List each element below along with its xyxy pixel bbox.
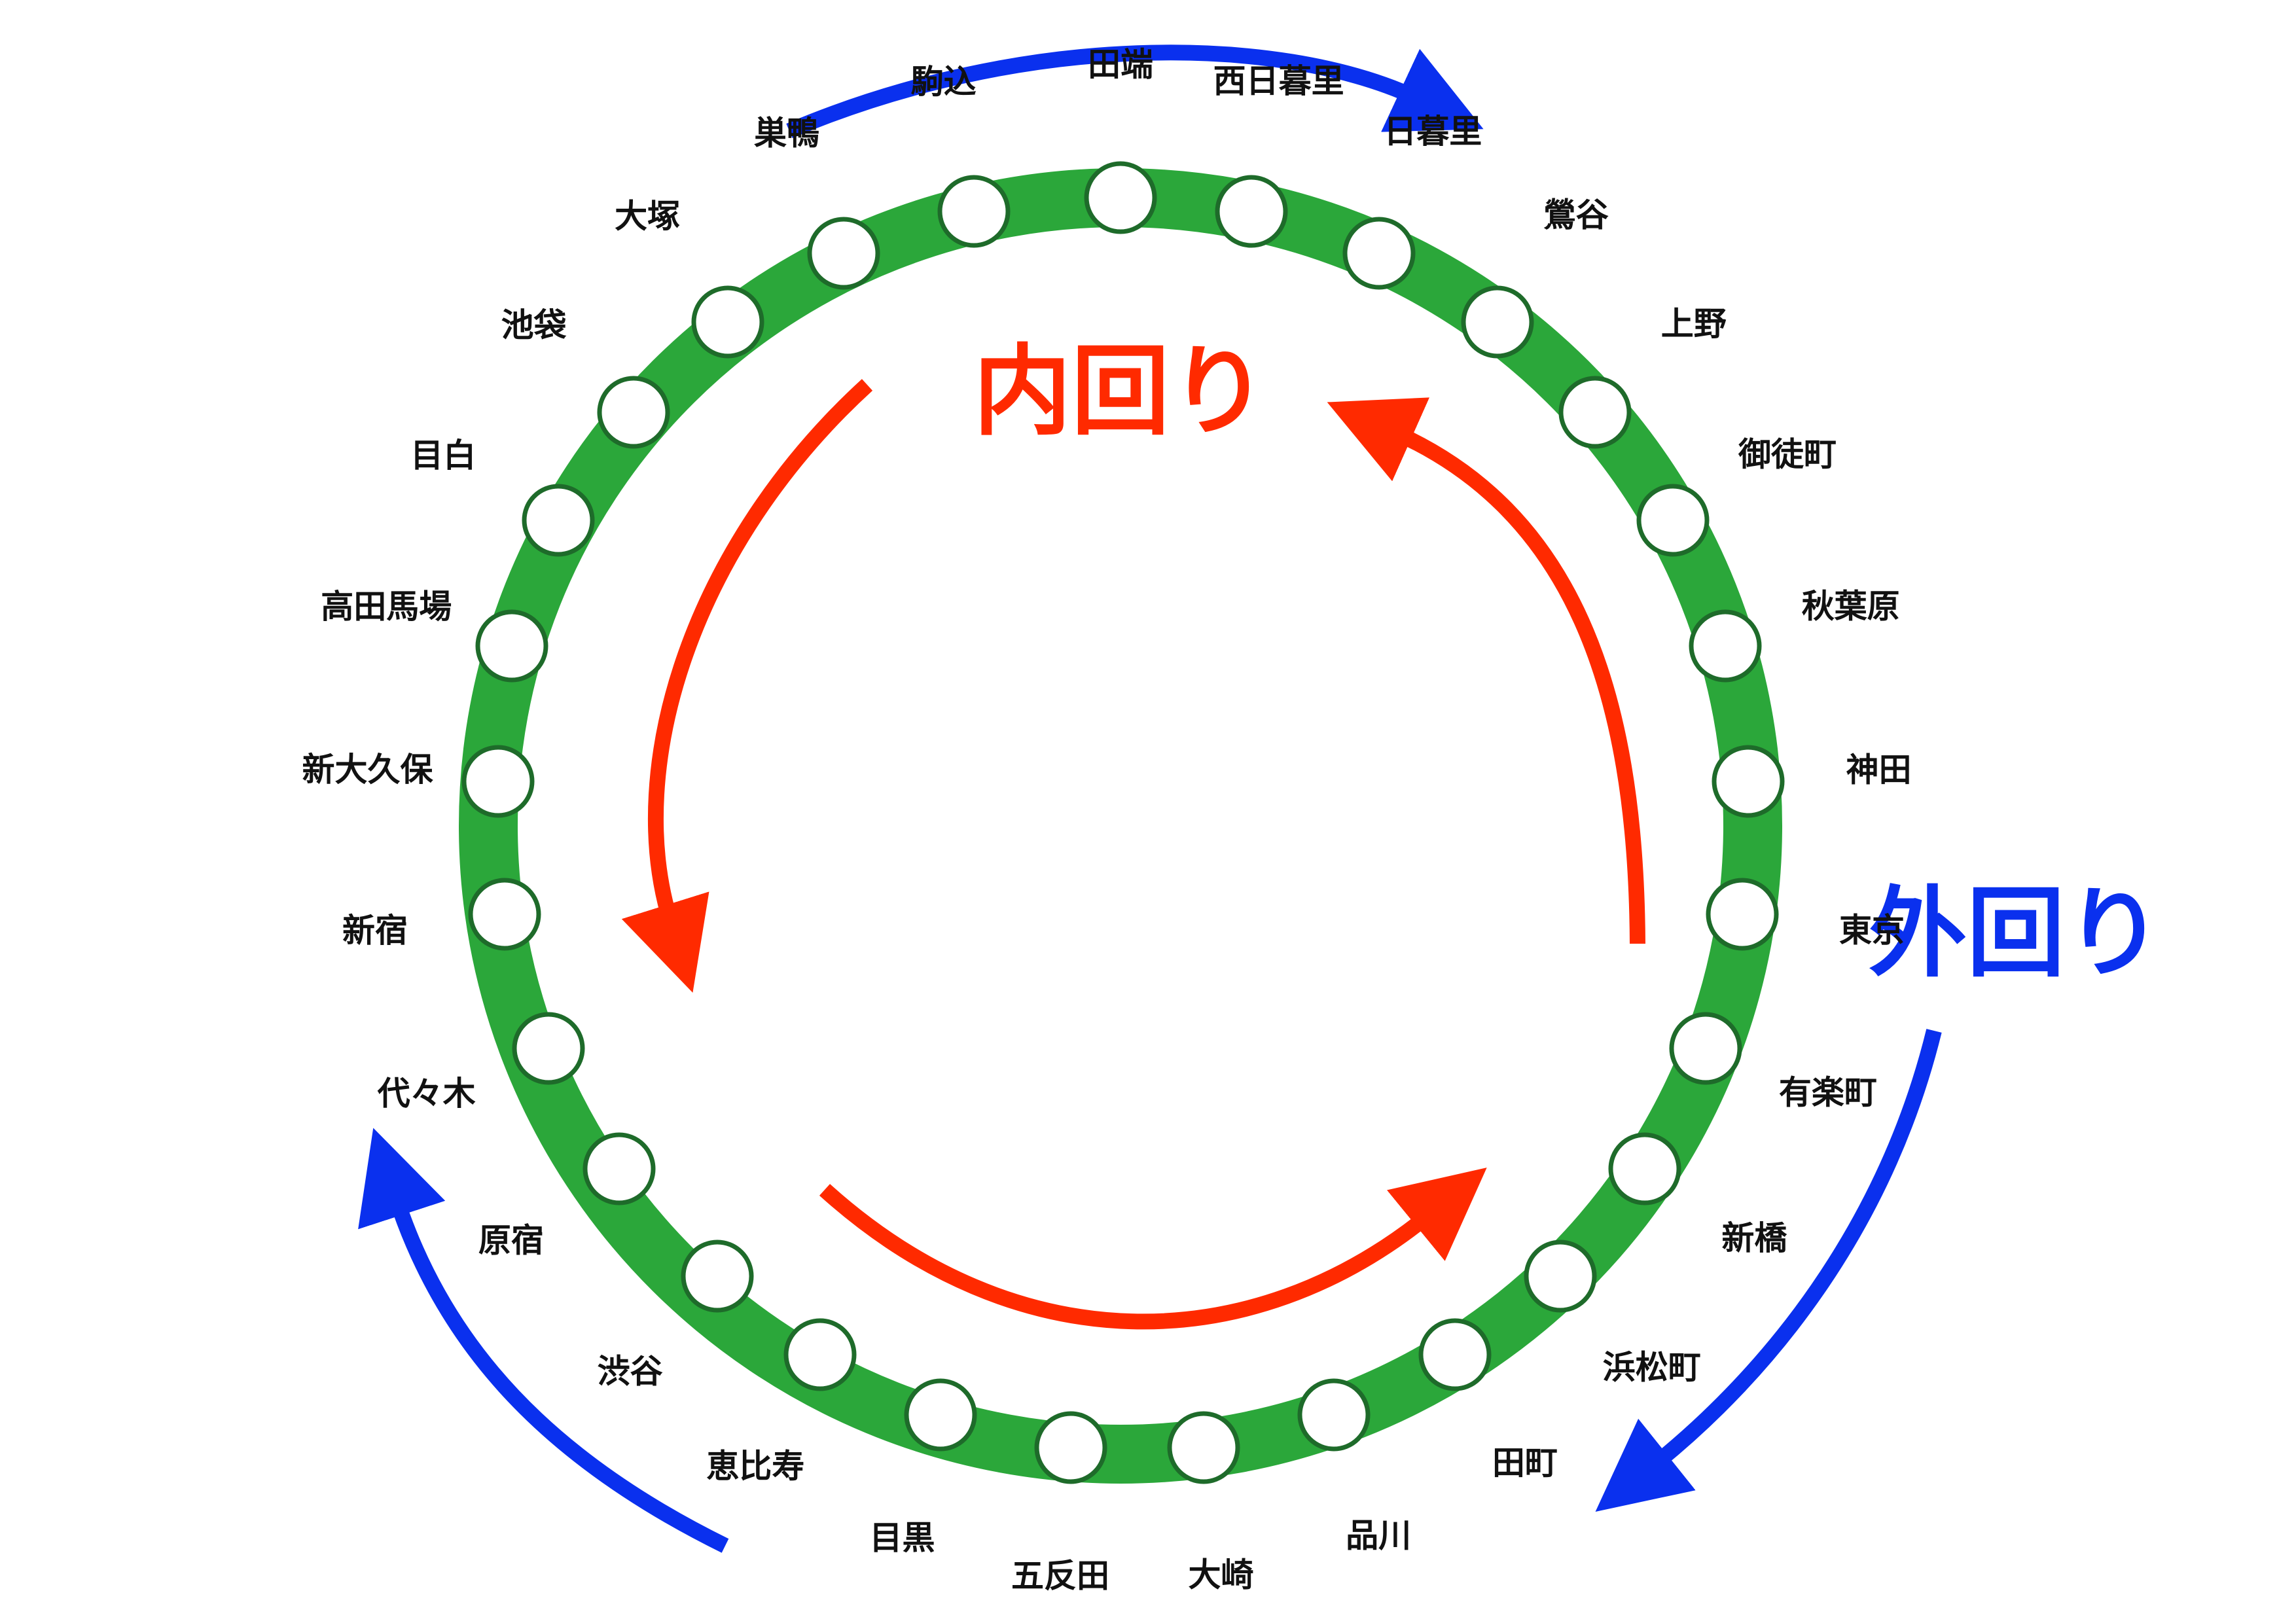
station-label: 新大久保 xyxy=(302,751,434,789)
station-circle-icon xyxy=(1084,161,1157,234)
station-label: 品川 xyxy=(1346,1517,1411,1555)
station-label: 目白 xyxy=(410,437,476,474)
station-label: 神田 xyxy=(1846,751,1911,789)
station-label: 鶯谷 xyxy=(1543,196,1609,234)
station-circle-icon xyxy=(468,878,541,951)
station-label: 池袋 xyxy=(501,306,567,344)
station-circle-icon xyxy=(1712,745,1785,818)
station-label: 駒込 xyxy=(911,63,977,101)
outer-loop-arrows xyxy=(358,45,1942,1553)
clockwise-arrow-icon xyxy=(786,45,1484,139)
station-circle-icon xyxy=(904,1378,977,1452)
clockwise-arrow-icon xyxy=(1595,1029,1942,1512)
station-label: 目黒 xyxy=(870,1519,935,1557)
counterclockwise-arrow-icon xyxy=(819,1168,1487,1330)
station-label: 新橋 xyxy=(1721,1219,1787,1257)
station-circle-icon xyxy=(583,1132,656,1205)
station-label: 有楽町 xyxy=(1779,1074,1877,1112)
station-circle-icon xyxy=(597,376,670,449)
outer-loop-label: 外回り xyxy=(1869,877,2163,991)
station-label: 田町 xyxy=(1492,1444,1558,1482)
inner-loop-label: 内回り xyxy=(973,335,1268,449)
station-label: 巣鴨 xyxy=(754,114,819,152)
station-circle-icon xyxy=(1461,285,1534,359)
station-circle-icon xyxy=(1342,217,1416,290)
station-label: 代々木 xyxy=(377,1075,476,1113)
station-circle-icon xyxy=(1689,609,1762,683)
station-circle-icon xyxy=(1167,1411,1240,1484)
station-circle-icon xyxy=(1636,484,1710,557)
station-circle-icon xyxy=(1608,1132,1681,1205)
station-circle-icon xyxy=(1418,1318,1492,1391)
station-label: 高田馬場 xyxy=(321,588,452,626)
station-circle-icon xyxy=(1215,175,1288,248)
station-circle-icon xyxy=(691,285,764,359)
station-label: 西日暮里 xyxy=(1213,62,1344,100)
station-circle-icon xyxy=(1297,1378,1371,1452)
station-circle-icon xyxy=(937,175,1011,248)
station-circle-icon xyxy=(522,484,595,557)
station-circle-icon xyxy=(461,745,535,818)
inner-loop-arrows xyxy=(621,379,1645,1330)
station-label: 渋谷 xyxy=(598,1353,663,1391)
station-circle-icon xyxy=(1669,1012,1742,1085)
station-label: 上野 xyxy=(1661,305,1727,343)
station-label: 日暮里 xyxy=(1384,113,1482,151)
station-circle-icon xyxy=(681,1240,754,1313)
station-circle-icon xyxy=(783,1318,857,1391)
station-label: 御徒町 xyxy=(1738,436,1837,474)
station-label: 秋葉原 xyxy=(1802,587,1900,625)
counterclockwise-arrow-icon xyxy=(1327,397,1645,944)
station-label: 原宿 xyxy=(478,1221,544,1259)
station-circle-icon xyxy=(1034,1411,1107,1484)
station-label: 五反田 xyxy=(1011,1557,1109,1595)
counterclockwise-arrow-icon xyxy=(621,379,873,993)
station-circle-icon xyxy=(1558,376,1632,449)
station-label: 大崎 xyxy=(1189,1556,1254,1594)
station-circle-icon xyxy=(475,609,548,683)
station-circle-icon xyxy=(1524,1240,1597,1313)
station-label: 大塚 xyxy=(615,198,680,236)
station-label: 恵比寿 xyxy=(706,1447,804,1485)
clockwise-arrow-icon xyxy=(358,1128,729,1553)
station-label: 東京 xyxy=(1839,912,1905,950)
station-circle-icon xyxy=(512,1012,585,1085)
station-label: 新宿 xyxy=(342,912,408,950)
station-label: 田端 xyxy=(1088,46,1153,84)
station-circle-icon xyxy=(1706,878,1779,951)
station-label: 浜松町 xyxy=(1603,1349,1701,1387)
station-circle-icon xyxy=(807,217,880,290)
